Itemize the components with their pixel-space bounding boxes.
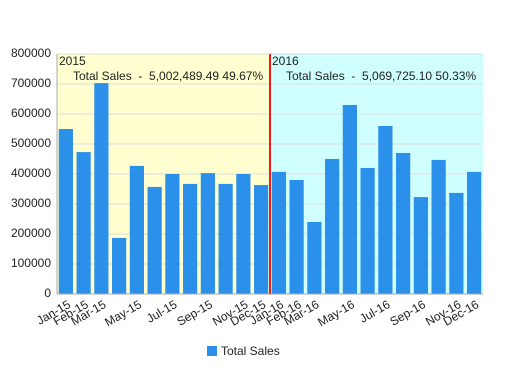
bar	[467, 171, 482, 294]
bar	[236, 174, 251, 294]
x-tick-label: Jul-15	[144, 297, 180, 326]
bar	[76, 152, 91, 294]
y-tick-label: 300000	[11, 196, 51, 210]
bar	[254, 185, 269, 294]
x-tick-label: Sep-16	[387, 297, 428, 329]
bar	[94, 83, 109, 294]
y-tick-label: 600000	[11, 106, 51, 120]
region-text: Total Sales - 5,069,725.10 50.33%	[286, 69, 476, 83]
bar	[307, 222, 322, 294]
bar	[378, 126, 393, 294]
bar	[183, 183, 198, 294]
bar	[58, 129, 73, 294]
x-tick-label: May-16	[315, 297, 357, 329]
y-tick-label: 0	[44, 286, 51, 300]
bar	[325, 159, 340, 294]
legend-label: Total Sales	[221, 344, 280, 358]
bar	[165, 174, 180, 294]
y-tick-label: 400000	[11, 166, 51, 180]
bar	[289, 180, 304, 294]
region-text: Total Sales - 5,002,489.49 49.67%	[73, 69, 263, 83]
bar	[147, 186, 162, 294]
y-tick-label: 800000	[11, 46, 51, 60]
x-tick-label: Jul-16	[357, 297, 393, 326]
y-tick-label: 200000	[11, 226, 51, 240]
bar	[200, 173, 215, 294]
bar	[129, 165, 144, 294]
x-tick-label: Sep-15	[174, 297, 215, 329]
y-tick-label: 100000	[11, 256, 51, 270]
y-tick-label: 500000	[11, 136, 51, 150]
legend-swatch	[207, 346, 217, 356]
bar	[342, 105, 357, 294]
bar	[431, 159, 446, 294]
bar	[218, 183, 233, 294]
bar	[396, 153, 411, 294]
bar	[360, 168, 375, 294]
region-label: 2015	[59, 54, 86, 68]
region-label: 2016	[272, 54, 299, 68]
y-tick-label: 700000	[11, 76, 51, 90]
bar	[112, 237, 127, 294]
bar	[271, 171, 286, 294]
x-tick-label: May-15	[102, 297, 144, 329]
bar	[449, 192, 464, 294]
bar	[413, 197, 428, 294]
